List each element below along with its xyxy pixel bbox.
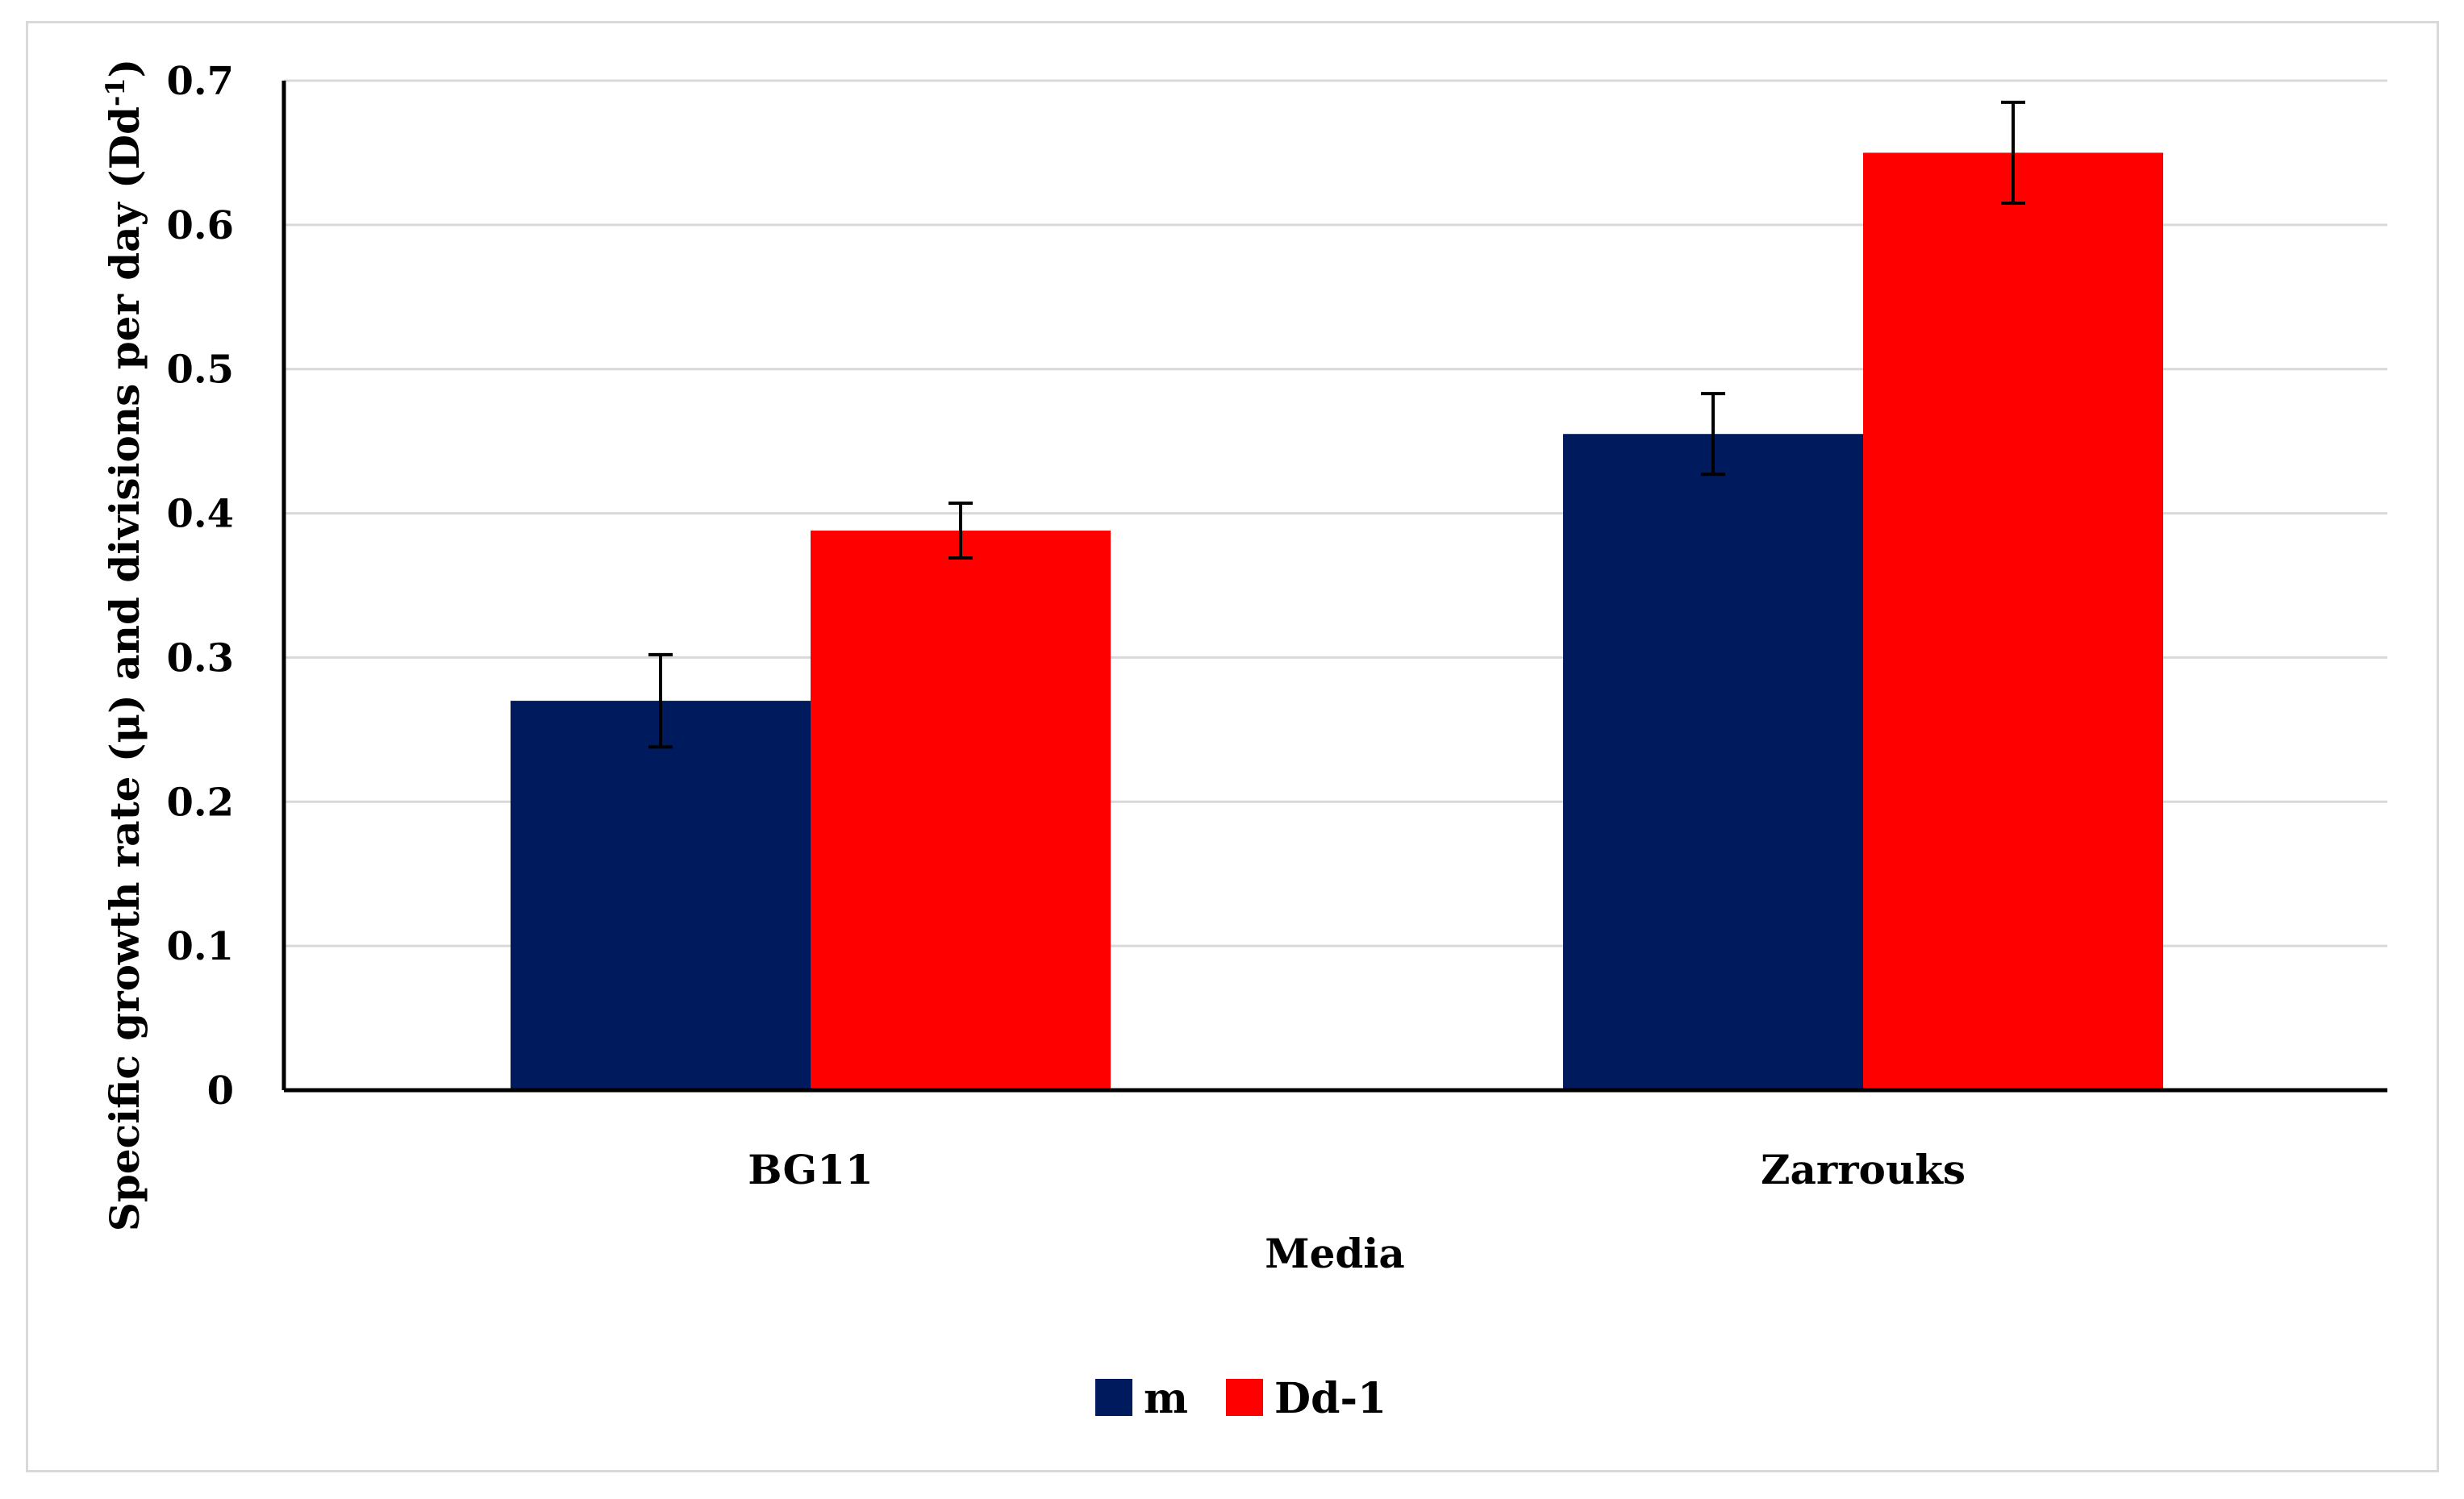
y-axis-title-superscript: -1 xyxy=(100,77,131,106)
error-bar-m-bg11 xyxy=(648,652,673,749)
bar-dd-1-zarrouks xyxy=(1863,152,2163,1090)
legend-label-dd-1: Dd-1 xyxy=(1274,1374,1386,1423)
y-tick-label: 0.1 xyxy=(166,924,234,969)
y-axis-title-main: Specific growth rate (μ) and divisions p… xyxy=(101,106,148,1231)
error-bar-m-zarrouks xyxy=(1701,392,1725,477)
y-axis-title: Specific growth rate (μ) and divisions p… xyxy=(100,59,148,1232)
legend-swatch-m xyxy=(1095,1379,1132,1416)
x-category-label: Zarrouks xyxy=(1761,1146,1966,1193)
y-tick-label: 0.6 xyxy=(166,203,234,248)
y-tick-label: 0.2 xyxy=(166,780,234,825)
bar-dd-1-bg11 xyxy=(811,531,1111,1090)
legend-label-m: m xyxy=(1144,1374,1188,1423)
y-axis-title-end: ) xyxy=(101,59,148,78)
bar-m-bg11 xyxy=(511,701,811,1090)
y-tick-label: 0.5 xyxy=(166,348,234,393)
y-tick-label: 0 xyxy=(207,1068,234,1114)
legend: m Dd-1 xyxy=(1095,1374,1386,1423)
y-tick-label: 0.3 xyxy=(166,635,234,681)
y-tick-labels: 0 0.1 0.2 0.3 0.4 0.5 0.6 0.7 xyxy=(166,59,234,1114)
bar-m-zarrouks xyxy=(1563,434,1863,1090)
bars xyxy=(511,152,2163,1090)
axes xyxy=(281,81,2387,1093)
error-bar-dd-1-bg11 xyxy=(948,502,973,560)
x-category-label: BG11 xyxy=(748,1146,873,1193)
error-bar-dd-1-zarrouks xyxy=(2001,100,2025,206)
x-category-labels: BG11 Zarrouks xyxy=(748,1146,1966,1193)
y-tick-label: 0.4 xyxy=(166,492,234,537)
legend-swatch-dd-1 xyxy=(1226,1379,1263,1416)
x-axis-title: Media xyxy=(1265,1230,1405,1277)
error-bars xyxy=(648,100,2025,749)
y-tick-label: 0.7 xyxy=(166,59,234,104)
